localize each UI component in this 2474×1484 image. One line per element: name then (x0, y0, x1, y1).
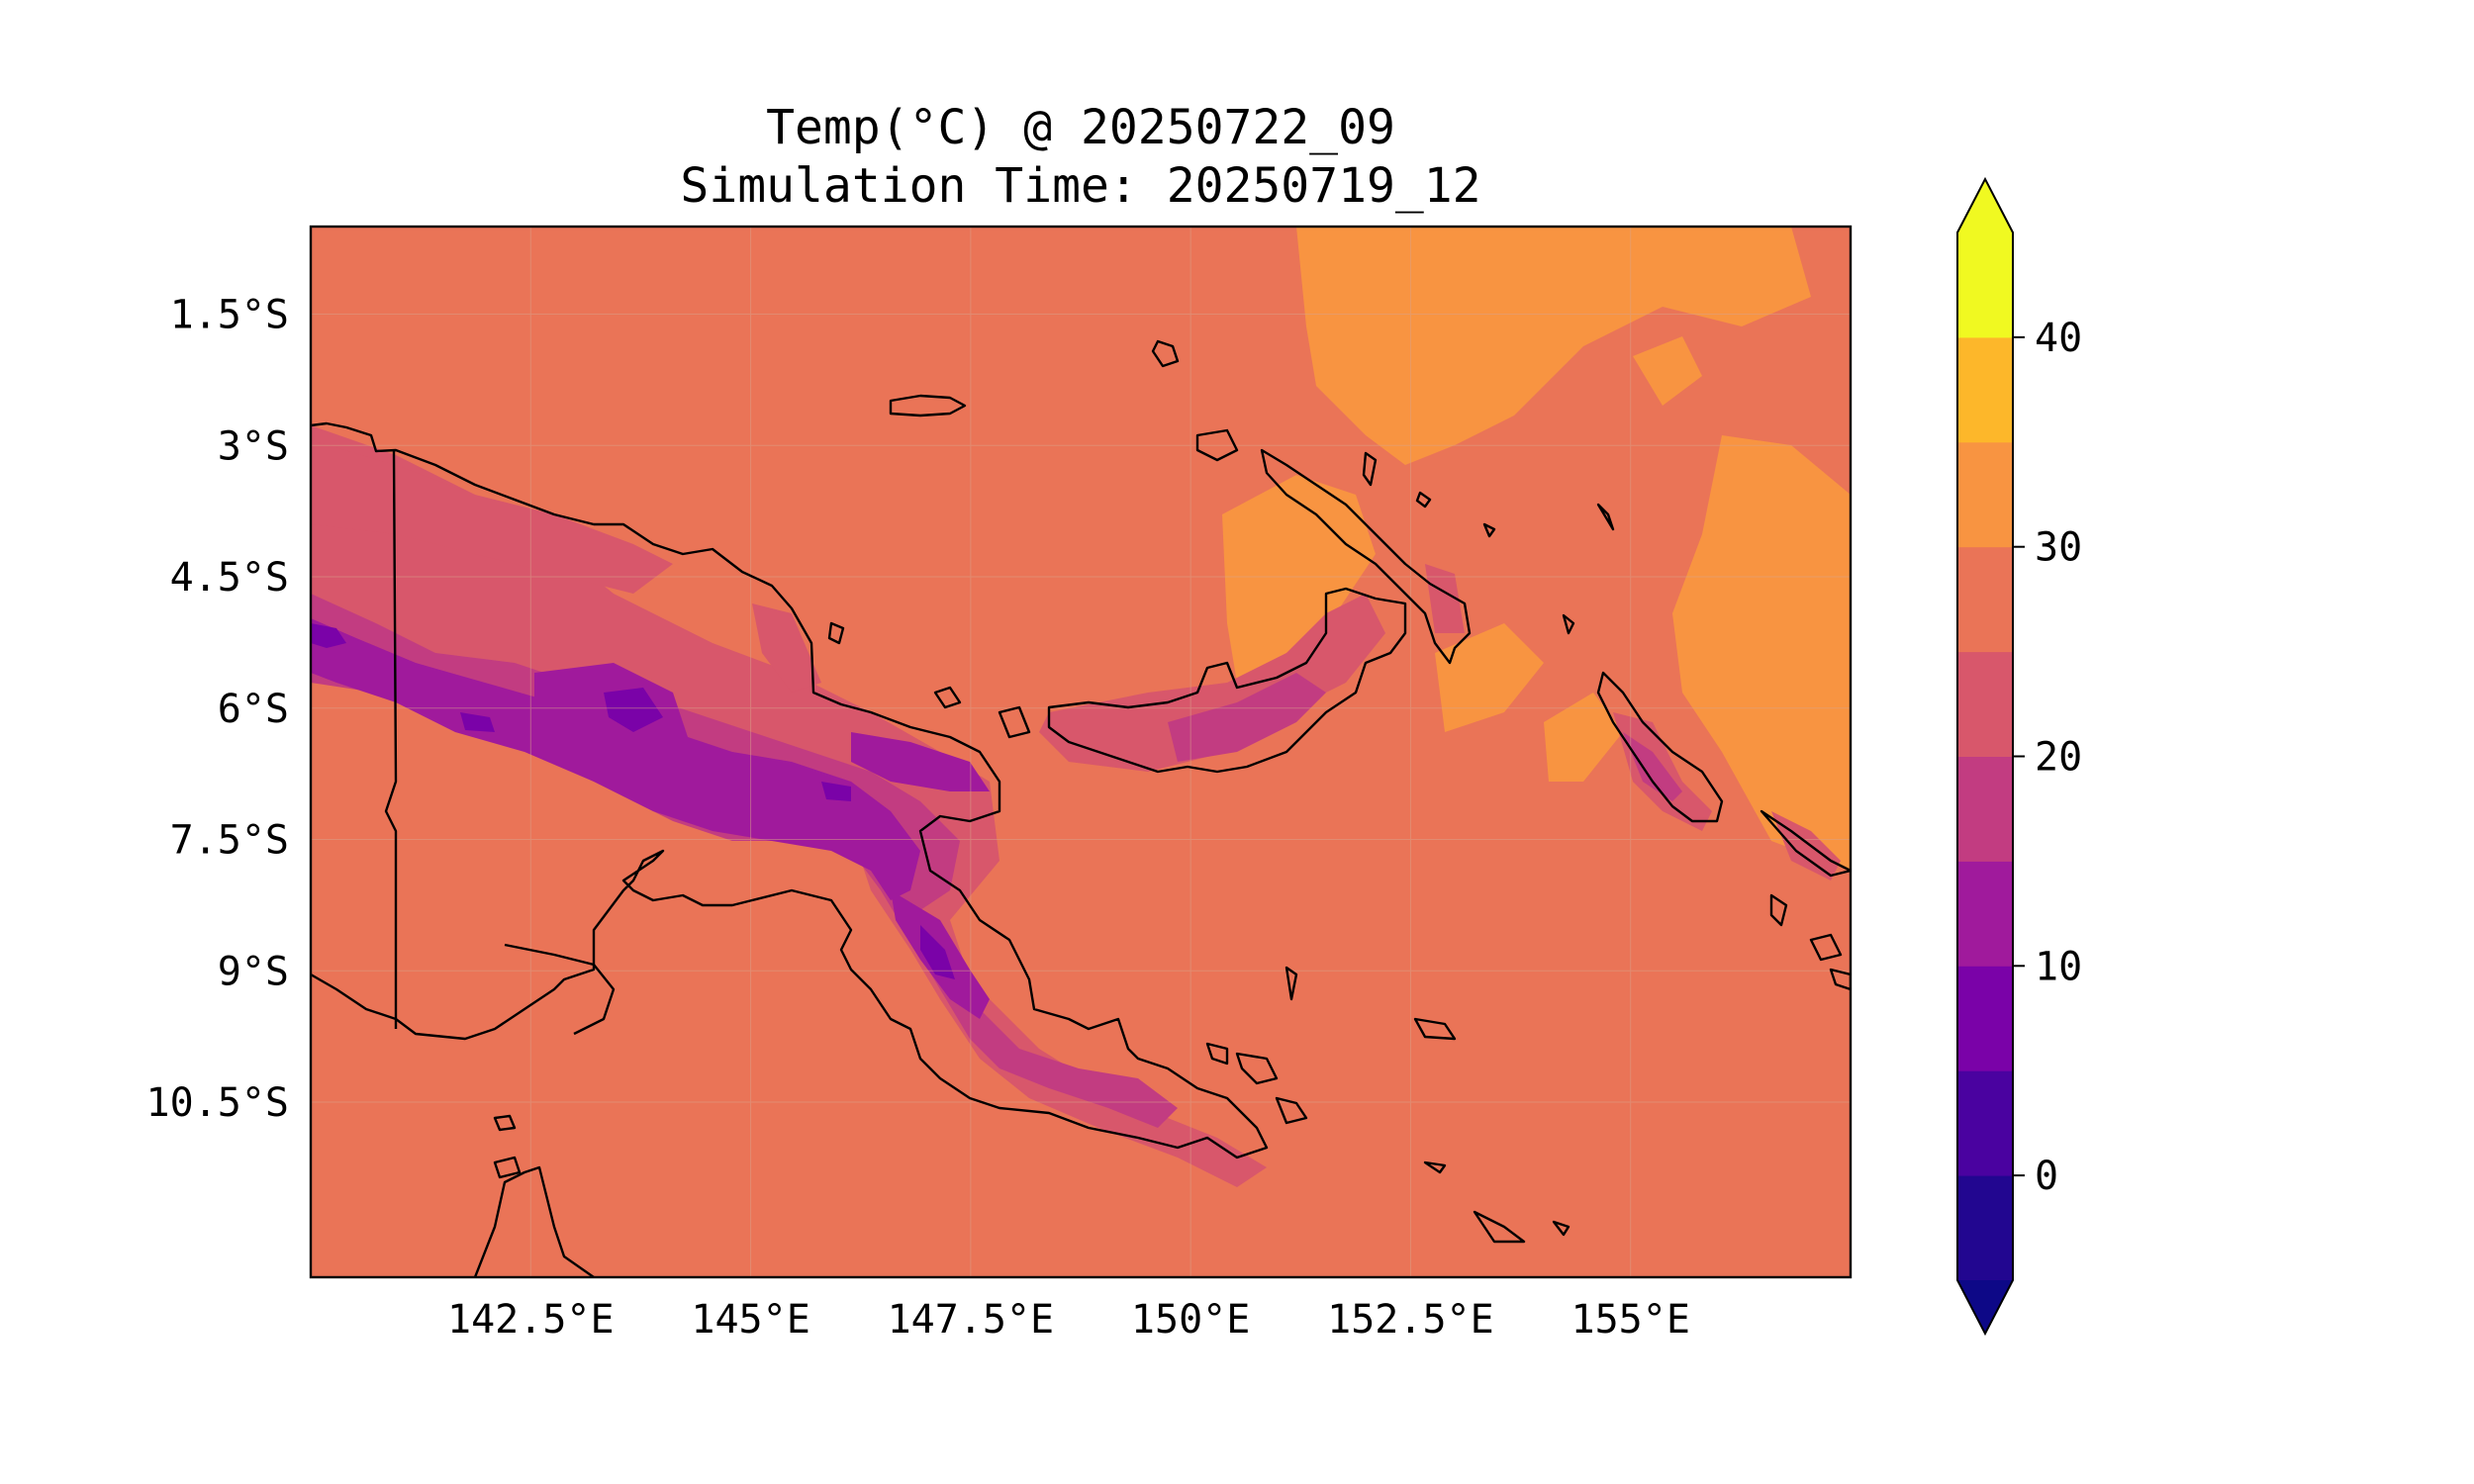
map-title-line-1: Temp(°C) @ 20250722_09 (766, 100, 1395, 155)
contour-band-30-35 (1222, 227, 1851, 871)
colorbar-tick-label: 0 (2035, 1154, 2058, 1199)
colorbar-segment (1957, 861, 2013, 967)
contour-band-5-10 (311, 623, 955, 979)
colorbar: 0 10 20 30 40 (1956, 176, 2082, 1337)
y-tick-label: 1.5°S (170, 293, 289, 338)
colorbar-tick-label: 30 (2035, 525, 2082, 571)
colorbar-segment (1957, 441, 2013, 548)
x-tick-label: 142.5°E (447, 1297, 615, 1343)
colorbar-segment (1957, 1175, 2013, 1281)
colorbar-tick-label: 10 (2035, 944, 2082, 989)
y-axis: 1.5°S 3°S 4.5°S 6°S 7.5°S 9°S 10.5°S (146, 293, 290, 1127)
colorbar-segment (1957, 651, 2013, 757)
map-title-line-2: Simulation Time: 20250719_12 (680, 158, 1480, 214)
map-frame (309, 225, 1853, 1279)
colorbar-under-arrow (1957, 1280, 2013, 1334)
colorbar-tick-label: 40 (2035, 316, 2082, 361)
y-tick-label: 6°S (218, 687, 289, 732)
colorbar-segment (1957, 756, 2013, 862)
colorbar-segment (1957, 546, 2013, 653)
map-plot-area (311, 227, 1851, 1277)
colorbar-outline (1956, 176, 2014, 1337)
colorbar-segment (1957, 966, 2013, 1071)
gridlines (311, 227, 1851, 1277)
x-axis: 142.5°E 145°E 147.5°E 150°E 152.5°E 155°E (447, 1297, 1690, 1343)
colorbar-tick-label: 20 (2035, 735, 2082, 781)
coastlines (311, 339, 1851, 1277)
x-tick-label: 155°E (1571, 1297, 1690, 1343)
x-tick-label: 145°E (691, 1297, 809, 1343)
y-tick-label: 3°S (218, 423, 289, 469)
y-tick-label: 10.5°S (146, 1080, 290, 1126)
x-tick-label: 152.5°E (1327, 1297, 1494, 1343)
x-tick-label: 147.5°E (888, 1297, 1055, 1343)
y-tick-label: 4.5°S (170, 555, 289, 601)
y-tick-label: 9°S (218, 949, 289, 994)
colorbar-segment (1957, 232, 2013, 338)
colorbar-over-arrow (1957, 179, 2013, 232)
x-tick-label: 150°E (1131, 1297, 1250, 1343)
colorbar-segment (1957, 336, 2013, 443)
colorbar-segment (1957, 1070, 2013, 1176)
y-tick-label: 7.5°S (170, 818, 289, 864)
